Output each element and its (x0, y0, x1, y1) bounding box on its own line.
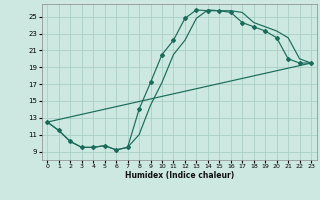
X-axis label: Humidex (Indice chaleur): Humidex (Indice chaleur) (124, 171, 234, 180)
